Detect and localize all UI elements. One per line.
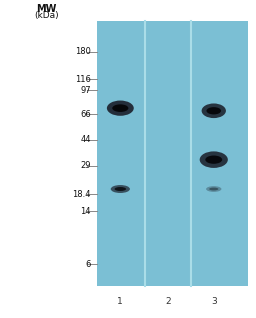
Text: 1: 1 [118, 297, 123, 306]
Text: (kDa): (kDa) [34, 11, 58, 20]
Ellipse shape [107, 100, 134, 116]
Text: 97: 97 [80, 86, 91, 95]
Bar [97, 21, 248, 286]
Text: 44: 44 [80, 135, 91, 144]
Ellipse shape [206, 186, 221, 192]
Ellipse shape [112, 104, 129, 112]
Text: 2: 2 [165, 297, 170, 306]
Text: 116: 116 [75, 75, 91, 84]
Ellipse shape [205, 156, 222, 164]
Text: 66: 66 [80, 110, 91, 119]
Ellipse shape [114, 187, 126, 191]
Text: 29: 29 [80, 161, 91, 170]
Ellipse shape [206, 107, 221, 114]
Ellipse shape [209, 188, 218, 190]
Text: 180: 180 [75, 47, 91, 56]
Text: 14: 14 [80, 207, 91, 216]
Ellipse shape [200, 151, 228, 168]
Text: UNC93B: UNC93B [255, 106, 256, 116]
Ellipse shape [202, 103, 226, 118]
Text: 18.4: 18.4 [72, 190, 91, 199]
Ellipse shape [111, 185, 130, 193]
Text: MW: MW [36, 4, 56, 14]
Text: 6: 6 [86, 260, 91, 269]
Text: 3: 3 [211, 297, 217, 306]
